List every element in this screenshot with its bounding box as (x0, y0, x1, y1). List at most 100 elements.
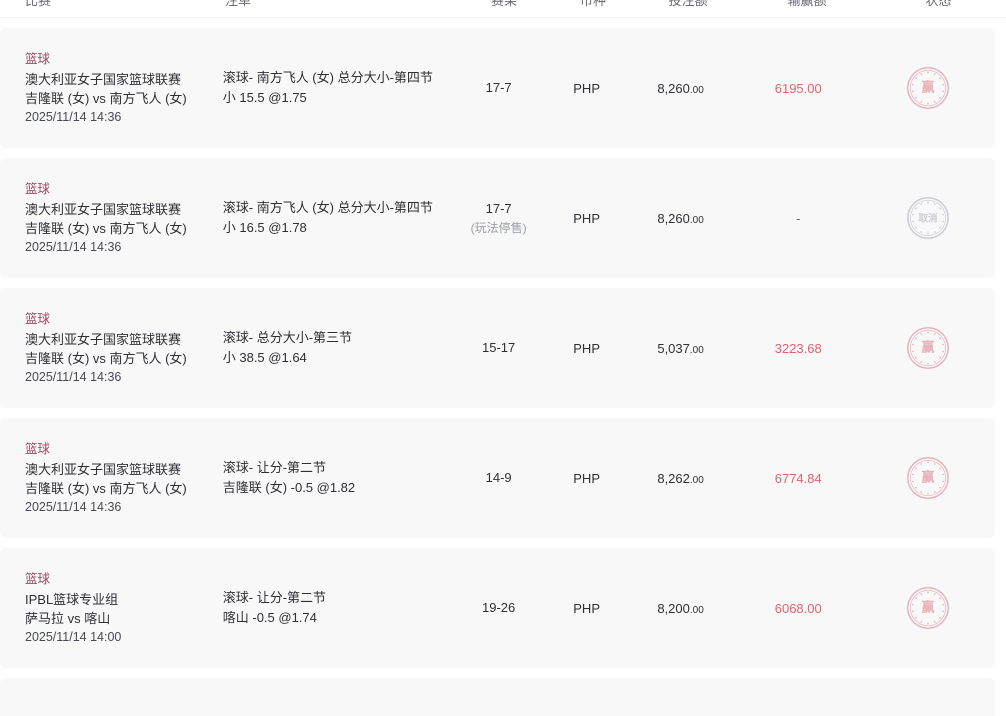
status-stamp: 赢 (906, 586, 950, 630)
match-league: 澳大利亚女子国家篮球联赛 (25, 201, 182, 217)
match-teams: 吉隆联 (女) vs 南方飞人 (女) (25, 480, 187, 496)
cell-winloss: 6068.00 (735, 601, 862, 616)
result-score: 17-7 (485, 200, 512, 216)
column-header-bet: 注单 (225, 0, 252, 8)
bet-pick: 喀山 -0.5 @1.74 (222, 610, 317, 625)
cell-result: 17-7 (450, 79, 547, 98)
bet-pick: 吉隆联 (女) -0.5 @1.82 (222, 480, 356, 495)
cell-currency: PHP (547, 341, 626, 356)
bet-market: 滚球- 南方飞人 (女) 总分大小-第四节 (222, 200, 433, 215)
result-note: (玩法停售) (470, 220, 527, 235)
cell-match: 篮球 澳大利亚女子国家篮球联赛 吉隆联 (女) vs 南方飞人 (女) 2025… (0, 310, 223, 387)
status-stamp: 取消 (906, 196, 950, 240)
cell-result: 14-9 (450, 469, 547, 488)
match-sport-label: 篮球 (25, 441, 51, 456)
match-sport-label: 篮球 (25, 571, 51, 586)
match-teams: 吉隆联 (女) vs 南方飞人 (女) (25, 350, 187, 366)
match-league: 澳大利亚女子国家篮球联赛 (25, 331, 182, 347)
cell-stake: 8,262.00 (626, 471, 735, 486)
cell-currency: PHP (547, 471, 626, 486)
winloss-value: 3223.68 (774, 340, 822, 356)
winloss-value: 6774.84 (774, 470, 822, 486)
column-header-match: 比赛 (25, 0, 52, 8)
cell-status: 赢 (862, 456, 995, 500)
match-sport-label: 篮球 (25, 311, 51, 326)
svg-text:取消: 取消 (919, 213, 939, 225)
cell-currency: PHP (547, 81, 626, 96)
bet-pick: 小 38.5 @1.64 (222, 350, 307, 365)
currency-value: PHP (573, 80, 600, 96)
cell-match: 篮球 澳大利亚女子国家篮球联赛 吉隆联 (女) vs 南方飞人 (女) 2025… (0, 440, 223, 517)
cell-bet: 滚球- 让分-第二节 喀山 -0.5 @1.74 (223, 588, 450, 628)
cell-stake: 5,037.00 (626, 341, 735, 356)
stake-integer: 8,262 (657, 470, 690, 486)
match-league: IPBL篮球专业组 (25, 591, 119, 607)
match-time: 2025/11/14 14:00 (25, 629, 122, 644)
status-stamp: 赢 (906, 456, 950, 500)
currency-value: PHP (573, 340, 600, 356)
stake-decimal: .00 (689, 84, 704, 96)
bet-market: 滚球- 让分-第二节 (222, 590, 327, 605)
column-header-stake: 投注额 (668, 0, 708, 8)
match-time: 2025/11/14 14:36 (25, 499, 122, 514)
cell-bet: 滚球- 南方飞人 (女) 总分大小-第四节 小 16.5 @1.78 (223, 198, 450, 238)
match-league: 澳大利亚女子国家篮球联赛 (25, 461, 182, 477)
bet-pick: 小 16.5 @1.78 (222, 220, 307, 235)
stake-integer: 8,200 (657, 600, 690, 616)
result-score: 15-17 (482, 339, 516, 355)
table-row[interactable]: 篮球 澳大利亚女子国家篮球联赛 吉隆联 (女) vs 南方飞人 (女) 2025… (0, 28, 995, 148)
bet-pick: 小 15.5 @1.75 (222, 90, 307, 105)
match-teams: 萨马拉 vs 喀山 (25, 610, 111, 626)
result-score: 14-9 (485, 469, 512, 485)
table-row[interactable]: 篮球 IPBL篮球专业组 萨马拉 vs 喀山 2025/11/14 14:00 … (0, 548, 995, 668)
stake-integer: 8,260 (657, 210, 690, 226)
cell-bet: 滚球- 南方飞人 (女) 总分大小-第四节 小 15.5 @1.75 (223, 68, 450, 108)
svg-text:赢: 赢 (922, 80, 935, 96)
table-row[interactable]: 篮球 澳大利亚女子国家篮球联赛 吉隆联 (女) vs 南方飞人 (女) 2025… (0, 288, 995, 408)
status-stamp: 赢 (906, 326, 950, 370)
result-score: 19-26 (482, 599, 516, 615)
svg-text:赢: 赢 (922, 340, 935, 356)
column-header-status: 状态 (925, 0, 952, 8)
table-header: 比赛 注单 赛果 币种 投注额 输赢额 状态 (0, 0, 1006, 18)
cell-currency: PHP (547, 211, 626, 226)
column-header-winloss: 输赢额 (787, 0, 827, 8)
bet-market: 滚球- 南方飞人 (女) 总分大小-第四节 (222, 70, 433, 85)
cell-status: 赢 (862, 326, 995, 370)
match-league: 澳大利亚女子国家篮球联赛 (25, 71, 182, 87)
column-header-result: 赛果 (490, 0, 517, 8)
status-stamp: 赢 (906, 66, 950, 110)
table-row[interactable]: 篮球 (0, 678, 995, 716)
cell-status: 赢 (862, 586, 995, 630)
cell-status: 取消 (862, 196, 995, 240)
cell-match: 篮球 澳大利亚女子国家篮球联赛 吉隆联 (女) vs 南方飞人 (女) 2025… (0, 180, 223, 257)
bet-market: 滚球- 总分大小-第三节 (222, 330, 353, 345)
result-score: 17-7 (485, 79, 512, 95)
table-row[interactable]: 篮球 澳大利亚女子国家篮球联赛 吉隆联 (女) vs 南方飞人 (女) 2025… (0, 158, 995, 278)
stake-decimal: .00 (689, 474, 704, 486)
cell-bet: 滚球- 总分大小-第三节 小 38.5 @1.64 (223, 328, 450, 368)
cell-stake: 8,200.00 (626, 601, 735, 616)
cell-winloss: 3223.68 (735, 341, 862, 356)
stake-decimal: .00 (689, 604, 704, 616)
stake-decimal: .00 (689, 344, 704, 356)
match-time: 2025/11/14 14:36 (25, 109, 122, 124)
stake-decimal: .00 (689, 214, 704, 226)
column-header-currency: 币种 (579, 0, 606, 8)
cell-match: 篮球 IPBL篮球专业组 萨马拉 vs 喀山 2025/11/14 14:00 (0, 570, 223, 647)
currency-value: PHP (573, 470, 600, 486)
svg-text:赢: 赢 (922, 470, 935, 486)
cell-result: 15-17 (450, 339, 547, 358)
table-row[interactable]: 篮球 澳大利亚女子国家篮球联赛 吉隆联 (女) vs 南方飞人 (女) 2025… (0, 418, 995, 538)
winloss-value: - (796, 210, 801, 226)
cell-result: 19-26 (450, 599, 547, 618)
cell-winloss: 6195.00 (735, 81, 862, 96)
svg-text:赢: 赢 (922, 600, 935, 616)
stake-integer: 5,037 (657, 340, 690, 356)
cell-winloss: 6774.84 (735, 471, 862, 486)
cell-currency: PHP (547, 601, 626, 616)
winloss-value: 6068.00 (774, 600, 822, 616)
match-sport-label: 篮球 (25, 181, 51, 196)
currency-value: PHP (573, 210, 600, 226)
